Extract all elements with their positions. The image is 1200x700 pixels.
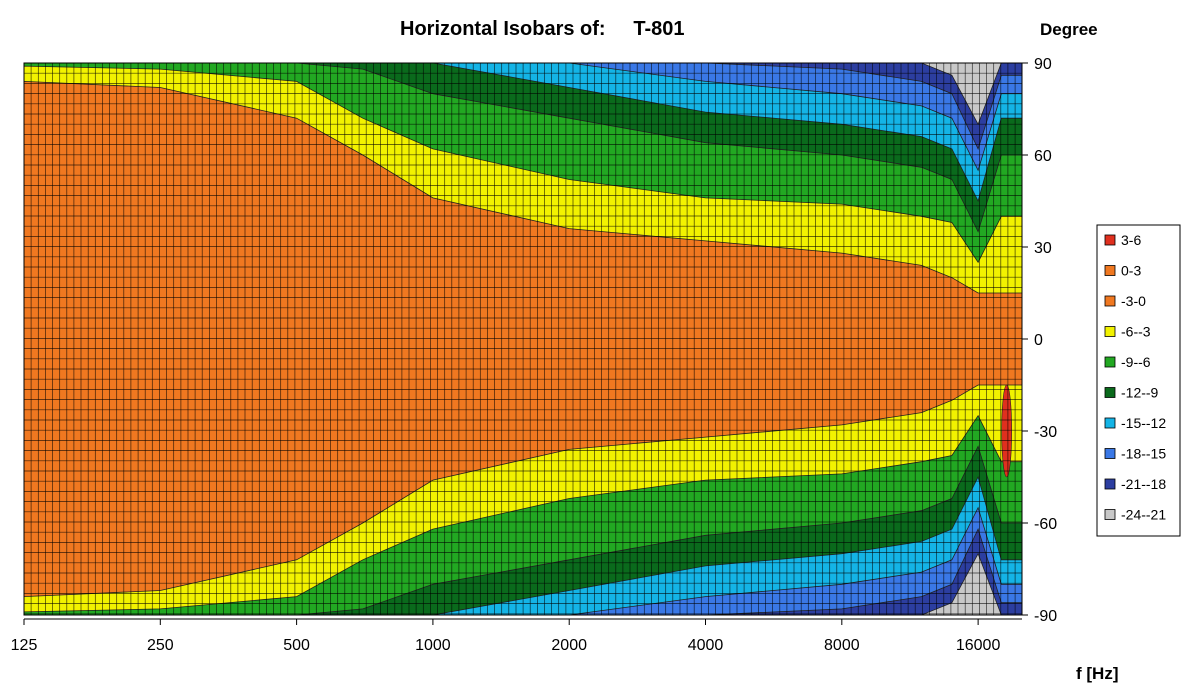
legend-swatch xyxy=(1104,356,1116,368)
axes: 125 250 500 1000 2000 4000 8000 16000 90 60 30 0 -30… xyxy=(11,56,1058,654)
y-tick-label: 60 xyxy=(1034,148,1052,165)
legend-swatch xyxy=(1104,265,1116,276)
x-tick-label: 8000 xyxy=(824,637,860,654)
y-tick-label: 90 xyxy=(1034,56,1052,73)
grid-lines xyxy=(23,62,1022,615)
legend-label: -9--6 xyxy=(1121,354,1151,370)
y-tick-label: -60 xyxy=(1034,516,1057,533)
band-3-6 xyxy=(1001,384,1012,478)
legend-label: -3-0 xyxy=(1121,293,1146,309)
legend: 3-6 0-3 -3-0 -6--3 -9--6 -12--9 -15--12 -18--15… xyxy=(1096,224,1181,537)
x-tick-label: 16000 xyxy=(956,637,1001,654)
x-tick-label: 125 xyxy=(11,637,38,654)
legend-label: -24--21 xyxy=(1121,507,1166,523)
y-tick-label: 0 xyxy=(1034,332,1043,349)
y-tick-label: -30 xyxy=(1034,424,1057,441)
x-axis-label: f [Hz] xyxy=(1076,664,1119,683)
legend-label: 3-6 xyxy=(1121,232,1141,248)
legend-swatch xyxy=(1104,509,1116,520)
y-axis-label: Degree xyxy=(1040,20,1098,39)
legend-swatch xyxy=(1104,326,1116,337)
y-tick-label: 30 xyxy=(1034,240,1052,257)
legend-swatch xyxy=(1104,448,1116,459)
x-tick-label: 500 xyxy=(283,637,310,654)
legend-swatch xyxy=(1104,417,1116,429)
legend-label: -6--3 xyxy=(1121,324,1151,340)
x-tick-label: 250 xyxy=(147,637,174,654)
legend-swatch xyxy=(1104,295,1116,307)
x-tick-label: 2000 xyxy=(551,637,587,654)
legend-label: -12--9 xyxy=(1121,385,1159,401)
y-tick-label: -90 xyxy=(1034,608,1057,625)
legend-label: -15--12 xyxy=(1121,415,1166,431)
legend-swatch xyxy=(1104,478,1116,490)
legend-label: -21--18 xyxy=(1121,476,1166,492)
legend-label: -18--15 xyxy=(1121,446,1166,462)
x-tick-label: 4000 xyxy=(688,637,724,654)
legend-swatch xyxy=(1104,387,1116,398)
legend-swatch xyxy=(1104,234,1116,246)
chart-title: Horizontal Isobars of: T-801 xyxy=(400,18,685,40)
legend-label: 0-3 xyxy=(1121,263,1141,279)
x-tick-label: 1000 xyxy=(415,637,451,654)
